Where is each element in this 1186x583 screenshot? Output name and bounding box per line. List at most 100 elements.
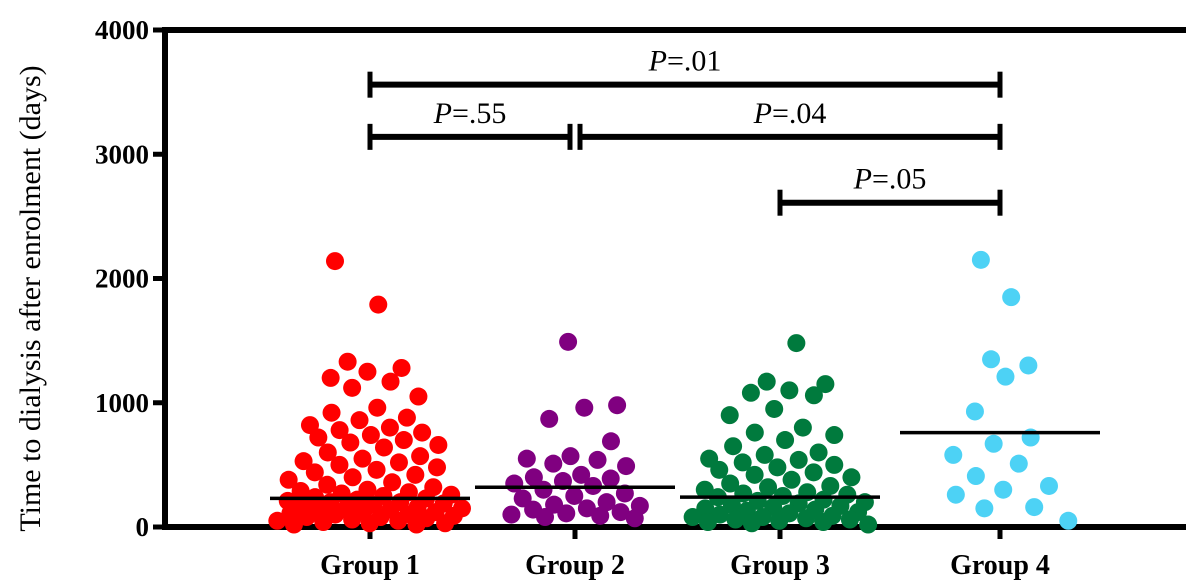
data-point [745, 465, 764, 484]
data-point [361, 426, 380, 445]
data-point [825, 426, 844, 445]
data-point [380, 418, 399, 437]
data-point [695, 480, 714, 499]
data-point [406, 465, 425, 484]
data-point [814, 513, 833, 532]
data-point [413, 423, 432, 442]
data-point [1059, 511, 1078, 530]
data-point [726, 510, 745, 529]
data-point [268, 511, 287, 530]
p-symbol: P [648, 45, 667, 78]
data-point [314, 513, 333, 532]
data-point [326, 252, 344, 271]
data-point [321, 368, 340, 387]
data-point [559, 332, 578, 351]
data-point [944, 445, 963, 464]
data-point [309, 428, 328, 447]
data-point [759, 478, 778, 497]
p-value-label: P=.55 [433, 97, 507, 130]
data-point [804, 463, 823, 482]
data-point [291, 481, 310, 500]
data-point [994, 480, 1013, 499]
data-point [757, 372, 776, 391]
data-point [696, 499, 715, 518]
data-point [588, 450, 607, 469]
significance-brackets: P=.01P=.55 P=.04P=.05 [367, 45, 1003, 216]
y-tick-label: 2000 [95, 264, 149, 294]
data-point [591, 506, 610, 525]
data-point [358, 362, 377, 381]
x-tick-label: Group 3 [730, 550, 830, 581]
data-point [745, 423, 764, 442]
p-value: =.01 [667, 45, 721, 78]
data-point [996, 367, 1015, 386]
data-point [540, 409, 559, 428]
data-point [392, 358, 411, 377]
data-point [318, 475, 337, 494]
data-point [381, 372, 400, 391]
data-point [601, 469, 620, 488]
data-point [804, 386, 823, 405]
data-point [577, 499, 596, 518]
data-point [1002, 288, 1021, 307]
data-point [741, 383, 760, 402]
data-point [776, 431, 795, 450]
data-point [1009, 454, 1028, 473]
data-point [710, 460, 729, 479]
data-point [409, 387, 428, 406]
p-value-label: P=.05 [853, 163, 927, 196]
data-point [368, 398, 387, 417]
data-point [536, 508, 555, 527]
data-point [789, 450, 808, 469]
data-point [816, 375, 835, 394]
data-point [821, 476, 840, 495]
data-point [617, 457, 636, 476]
p-symbol: P [853, 163, 872, 196]
data-point [975, 499, 994, 518]
data-point [557, 504, 576, 523]
data-point [502, 505, 521, 524]
data-point [330, 455, 349, 474]
data-point [517, 449, 536, 468]
data-point [842, 468, 861, 487]
data-point [397, 408, 416, 427]
data-point [733, 453, 752, 472]
data-point [611, 503, 630, 522]
data-point [755, 445, 774, 464]
data-point [768, 458, 787, 477]
data-point [436, 514, 455, 533]
data-point [318, 443, 337, 462]
data-point [389, 511, 408, 530]
data-point [966, 467, 985, 486]
data-point [683, 508, 702, 527]
data-point [1019, 356, 1038, 375]
y-tick-label: 1000 [95, 388, 149, 418]
data-point [429, 435, 448, 454]
data-point [984, 434, 1003, 453]
data-point [524, 468, 543, 487]
p-value-label: P=.01 [648, 45, 722, 78]
y-tick-label: 0 [136, 512, 150, 542]
data-point [284, 515, 303, 534]
median-lines [270, 430, 1100, 501]
data-point [1039, 476, 1058, 495]
data-point [797, 509, 816, 528]
data-point [770, 511, 789, 530]
data-point [341, 433, 360, 452]
data-point [294, 452, 313, 471]
data-point [374, 438, 393, 457]
data-point [565, 486, 584, 505]
data-point [793, 418, 812, 437]
data-point [840, 510, 859, 529]
data-point [389, 453, 408, 472]
data-point [572, 465, 591, 484]
data-point [698, 513, 717, 532]
data-point [780, 381, 799, 400]
y-tick-label: 3000 [95, 139, 149, 169]
data-point [625, 509, 644, 528]
data-point [369, 295, 388, 314]
data-point [411, 447, 430, 466]
p-value: =.04 [772, 97, 826, 130]
axes: 0 1000 2000 3000 4000 Group 1 Group 2 Group 3 Gr… [95, 15, 1186, 581]
p-symbol: P [753, 97, 772, 130]
